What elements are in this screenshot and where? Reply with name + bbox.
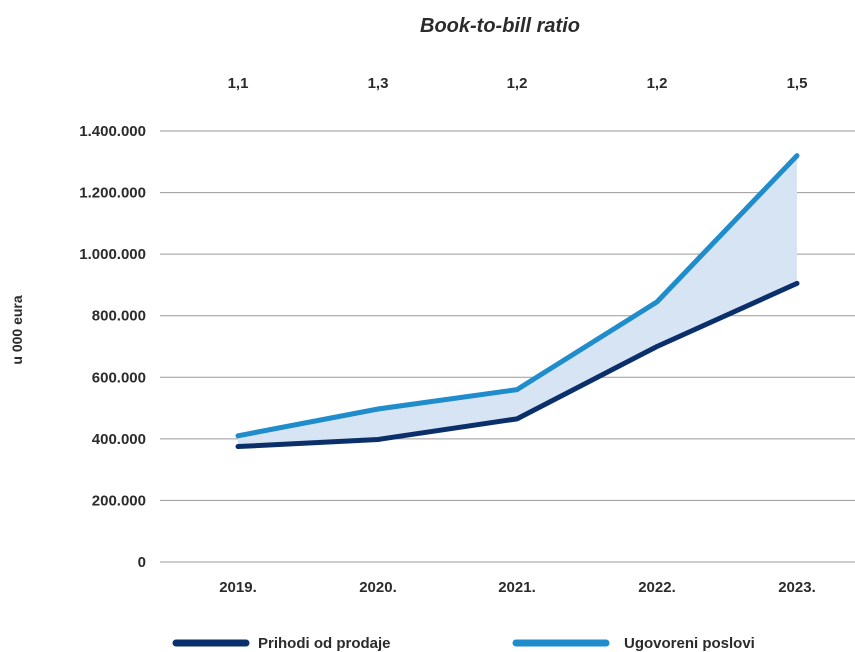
gap-fill-polygon — [238, 155, 797, 447]
gap-fill-area — [238, 155, 797, 447]
y-tick-label: 800.000 — [92, 308, 146, 325]
legend-label: Ugovoreni poslovi — [624, 635, 755, 652]
y-tick-label: 1.400.000 — [79, 123, 146, 140]
y-tick-label: 0 — [138, 554, 146, 571]
series-lines — [235, 153, 800, 450]
ratio-label: 1,1 — [228, 75, 249, 92]
y-tick-label: 200.000 — [92, 492, 146, 509]
legend: Prihodi od prodaje Ugovoreni poslovi — [172, 635, 755, 652]
y-tick-label: 1.000.000 — [79, 246, 146, 263]
y-tick-label: 400.000 — [92, 431, 146, 448]
y-axis-tick-labels: 0 200.000 400.000 600.000 800.000 1.000.000 1.… — [79, 123, 146, 571]
y-tick-label: 600.000 — [92, 369, 146, 386]
x-tick-label: 2020. — [359, 579, 397, 596]
x-tick-label: 2021. — [498, 579, 536, 596]
x-tick-label: 2022. — [638, 579, 676, 596]
ratio-label: 1,5 — [787, 75, 808, 92]
ratio-label: 1,2 — [647, 75, 668, 92]
y-axis-label: u 000 eura — [9, 295, 25, 364]
ratio-label: 1,3 — [368, 75, 389, 92]
y-tick-label: 1.200.000 — [79, 185, 146, 202]
gridlines — [160, 130, 855, 563]
x-tick-label: 2019. — [219, 579, 257, 596]
chart-title: Book-to-bill ratio — [420, 15, 580, 37]
x-tick-label: 2023. — [778, 579, 816, 596]
legend-label: Prihodi od prodaje — [258, 635, 391, 652]
ratio-label: 1,2 — [507, 75, 528, 92]
x-axis-tick-labels: 2019. 2020. 2021. 2022. 2023. — [219, 579, 816, 596]
book-to-bill-ratio-labels: 1,1 1,3 1,2 1,2 1,5 — [228, 75, 808, 92]
